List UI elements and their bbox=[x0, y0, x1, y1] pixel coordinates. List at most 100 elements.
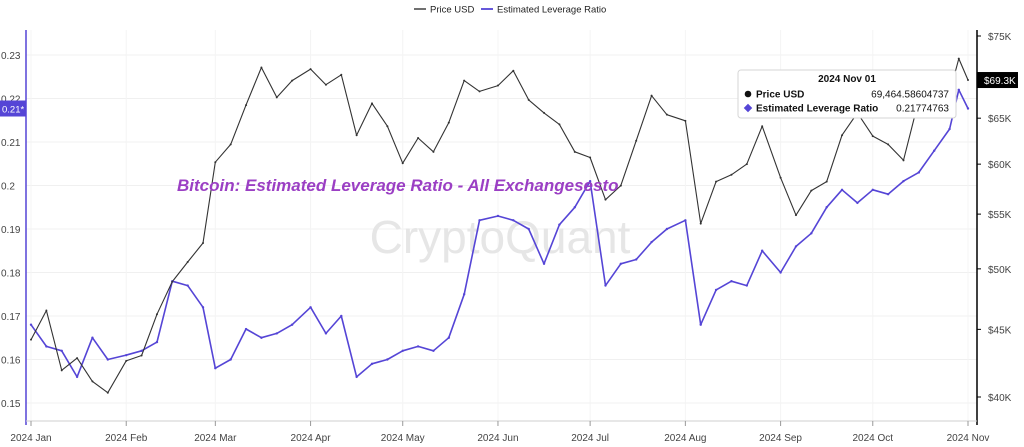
tooltip-date: 2024 Nov 01 bbox=[818, 74, 876, 85]
leverage-point bbox=[386, 358, 389, 361]
leverage-point bbox=[810, 232, 813, 235]
leverage-point bbox=[886, 193, 890, 196]
leverage-point bbox=[558, 223, 561, 226]
price-point bbox=[794, 214, 797, 217]
tooltip-leverage-value: 0.21774763 bbox=[896, 104, 949, 115]
leverage-point bbox=[542, 262, 546, 265]
leverage-point bbox=[760, 249, 764, 252]
chart-title: Bitcoin: Estimated Leverage Ratio - All … bbox=[177, 176, 619, 195]
leverage-point bbox=[635, 258, 638, 261]
y-left-tick-label: 0.23 bbox=[1, 51, 21, 62]
price-point bbox=[371, 102, 374, 105]
y-right-tick-label: $50K bbox=[988, 265, 1012, 276]
y-right-tick-label: $75K bbox=[988, 32, 1012, 43]
tooltip-box bbox=[737, 69, 957, 119]
price-point bbox=[125, 359, 128, 362]
price-point bbox=[60, 369, 63, 372]
leverage-point bbox=[244, 327, 248, 331]
price-point bbox=[340, 73, 343, 76]
y-right-tick-label: $40K bbox=[988, 393, 1012, 404]
price-point bbox=[45, 309, 48, 312]
legend[interactable]: Price USD Estimated Leverage Ratio bbox=[414, 5, 606, 16]
price-point bbox=[825, 180, 828, 183]
leverage-point bbox=[794, 245, 798, 248]
leverage-point bbox=[340, 314, 343, 318]
leverage-point bbox=[917, 171, 921, 174]
price-point bbox=[432, 150, 435, 153]
tooltip: 2024 Nov 01 Price USD 69,464.58604737 Estim… bbox=[737, 69, 957, 119]
grid bbox=[26, 30, 977, 421]
right-value-badge-bg bbox=[977, 72, 1018, 89]
leverage-point bbox=[933, 149, 936, 152]
price-point bbox=[291, 79, 294, 82]
price-point bbox=[619, 184, 622, 187]
x-tick-label: 2024 Jul bbox=[571, 433, 609, 444]
price-point bbox=[665, 113, 668, 116]
x-tick-label: 2024 Jan bbox=[10, 433, 51, 444]
y-left-tick-label: 0.16 bbox=[1, 356, 21, 367]
price-point bbox=[730, 173, 733, 176]
x-tick-label: 2024 Apr bbox=[291, 433, 332, 444]
y-left-tick-label: 0.17 bbox=[1, 312, 21, 323]
price-point bbox=[496, 84, 499, 87]
price-point bbox=[957, 57, 960, 60]
leverage-point bbox=[856, 201, 859, 205]
price-point bbox=[355, 134, 358, 137]
leverage-point bbox=[714, 288, 718, 292]
price-point bbox=[155, 313, 158, 316]
price-point bbox=[871, 135, 874, 138]
leverage-point bbox=[871, 188, 874, 192]
leverage-point bbox=[355, 375, 358, 379]
left-value-badge: 0.21* bbox=[2, 105, 24, 116]
leverage-point bbox=[840, 188, 844, 192]
leverage-point bbox=[573, 206, 576, 209]
y-right-tick-label: $60K bbox=[988, 160, 1012, 171]
leverage-point bbox=[324, 332, 328, 335]
price-point bbox=[699, 222, 702, 225]
price-point bbox=[779, 176, 782, 179]
leverage-point bbox=[745, 284, 749, 287]
leverage-point bbox=[201, 306, 205, 309]
price-point bbox=[902, 159, 905, 162]
y-right-tick-label: $65K bbox=[988, 114, 1012, 125]
price-point bbox=[186, 261, 189, 264]
price-point bbox=[401, 162, 404, 165]
price-point bbox=[684, 119, 687, 122]
tooltip-price-value: 69,464.58604737 bbox=[871, 90, 949, 101]
price-point bbox=[386, 125, 389, 128]
price-point bbox=[558, 123, 561, 126]
leverage-point bbox=[902, 179, 905, 183]
price-point bbox=[202, 242, 205, 245]
leverage-point bbox=[401, 349, 404, 352]
price-point bbox=[106, 391, 109, 394]
x-tick-label: 2024 Nov bbox=[947, 433, 990, 444]
price-point bbox=[478, 90, 481, 93]
leverage-point bbox=[186, 284, 189, 287]
leverage-point bbox=[478, 219, 481, 222]
leverage-point bbox=[214, 367, 217, 370]
price-point bbox=[543, 111, 546, 114]
x-tick-label: 2024 Aug bbox=[664, 433, 706, 444]
leverage-point bbox=[309, 306, 312, 309]
price-point bbox=[324, 83, 327, 86]
x-tick-label: 2024 Jun bbox=[477, 433, 518, 444]
leverage-point bbox=[462, 293, 466, 296]
leverage-point bbox=[275, 332, 278, 335]
price-point bbox=[229, 143, 232, 146]
leverage-point bbox=[290, 323, 294, 326]
leverage-point bbox=[496, 214, 500, 218]
leverage-point bbox=[779, 271, 782, 274]
leverage-point bbox=[825, 206, 828, 209]
price-point bbox=[604, 198, 607, 201]
y-left-tick-label: 0.22 bbox=[1, 95, 21, 106]
right-value-badge: $69.3K bbox=[984, 76, 1016, 87]
leverage-point bbox=[527, 227, 530, 231]
price-point bbox=[91, 380, 94, 383]
leverage-point bbox=[229, 358, 232, 361]
price-line bbox=[30, 58, 969, 394]
price-point bbox=[245, 104, 248, 107]
leverage-point bbox=[45, 345, 48, 348]
y-right-tick-label: $55K bbox=[988, 210, 1012, 221]
price-point bbox=[76, 357, 79, 360]
